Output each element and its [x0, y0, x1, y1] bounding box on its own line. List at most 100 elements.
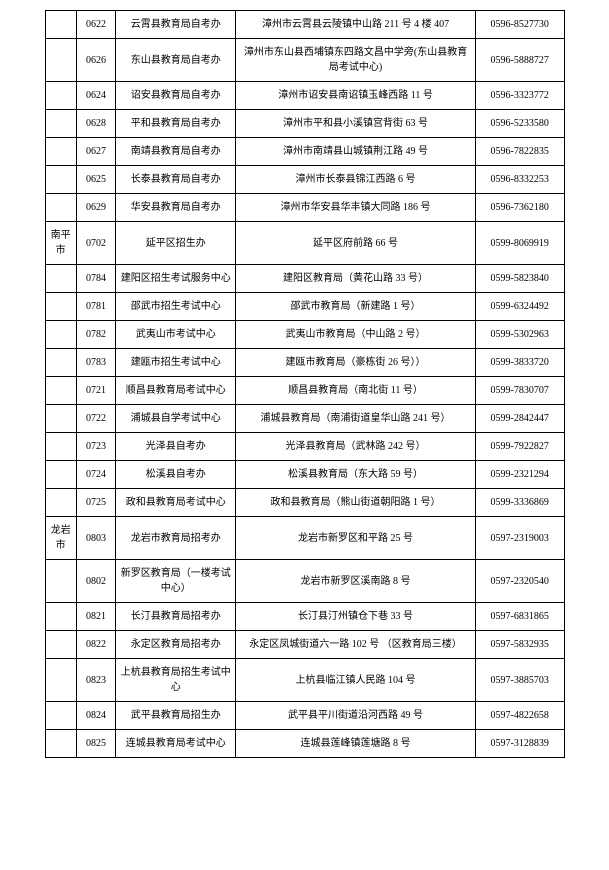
phone-cell: 0597-6831865 [475, 603, 564, 631]
code-cell: 0825 [76, 730, 116, 758]
address-cell: 顺昌县教育局（南北街 11 号） [236, 377, 476, 405]
table-row: 0626东山县教育局自考办漳州市东山县西埔镇东四路文昌中学旁(东山县教育局考试中… [45, 39, 564, 82]
phone-cell: 0599-5823840 [475, 265, 564, 293]
phone-cell: 0599-8069919 [475, 222, 564, 265]
code-cell: 0625 [76, 166, 116, 194]
office-cell: 政和县教育局考试中心 [116, 489, 236, 517]
city-cell [45, 560, 76, 603]
phone-cell: 0597-5832935 [475, 631, 564, 659]
code-cell: 0723 [76, 433, 116, 461]
phone-cell: 0599-6324492 [475, 293, 564, 321]
code-cell: 0784 [76, 265, 116, 293]
city-cell [45, 702, 76, 730]
address-cell: 武平县平川街道沿河西路 49 号 [236, 702, 476, 730]
code-cell: 0626 [76, 39, 116, 82]
code-cell: 0702 [76, 222, 116, 265]
phone-cell: 0597-2320540 [475, 560, 564, 603]
address-cell: 政和县教育局（熊山街道朝阳路 1 号） [236, 489, 476, 517]
code-cell: 0721 [76, 377, 116, 405]
table-row: 0725政和县教育局考试中心政和县教育局（熊山街道朝阳路 1 号）0599-33… [45, 489, 564, 517]
table-row: 0822永定区教育局招考办永定区凤城街道六一路 102 号 （区教育局三楼）05… [45, 631, 564, 659]
phone-cell: 0599-2842447 [475, 405, 564, 433]
table-row: 0821长汀县教育局招考办长汀县汀州镇仓下巷 33 号0597-6831865 [45, 603, 564, 631]
code-cell: 0725 [76, 489, 116, 517]
office-cell: 武夷山市考试中心 [116, 321, 236, 349]
city-cell [45, 461, 76, 489]
address-cell: 光泽县教育局（武林路 242 号） [236, 433, 476, 461]
address-cell: 漳州市长泰县锦江西路 6 号 [236, 166, 476, 194]
office-cell: 新罗区教育局（一楼考试中心） [116, 560, 236, 603]
phone-cell: 0599-2321294 [475, 461, 564, 489]
office-cell: 龙岩市教育局招考办 [116, 517, 236, 560]
phone-cell: 0599-7830707 [475, 377, 564, 405]
table-row: 0622云霄县教育局自考办漳州市云霄县云陵镇中山路 211 号 4 楼 4070… [45, 11, 564, 39]
phone-cell: 0597-2319003 [475, 517, 564, 560]
code-cell: 0823 [76, 659, 116, 702]
office-cell: 长汀县教育局招考办 [116, 603, 236, 631]
code-cell: 0622 [76, 11, 116, 39]
address-cell: 漳州市华安县华丰镇大同路 186 号 [236, 194, 476, 222]
table-row: 0629华安县教育局自考办漳州市华安县华丰镇大同路 186 号0596-7362… [45, 194, 564, 222]
address-cell: 漳州市平和县小溪镇宫背街 63 号 [236, 110, 476, 138]
address-cell: 龙岩市新罗区溪南路 8 号 [236, 560, 476, 603]
phone-cell: 0597-4822658 [475, 702, 564, 730]
office-cell: 连城县教育局考试中心 [116, 730, 236, 758]
city-cell: 龙岩市 [45, 517, 76, 560]
office-cell: 光泽县自考办 [116, 433, 236, 461]
phone-cell: 0599-7922827 [475, 433, 564, 461]
table-row: 0782武夷山市考试中心武夷山市教育局（中山路 2 号）0599-5302963 [45, 321, 564, 349]
city-cell [45, 433, 76, 461]
address-cell: 建瓯市教育局（豪栋街 26 号）） [236, 349, 476, 377]
phone-cell: 0596-5233580 [475, 110, 564, 138]
address-cell: 漳州市南靖县山城镇荆江路 49 号 [236, 138, 476, 166]
city-cell [45, 293, 76, 321]
city-cell [45, 39, 76, 82]
table-row: 0824武平县教育局招生办武平县平川街道沿河西路 49 号0597-482265… [45, 702, 564, 730]
city-cell [45, 659, 76, 702]
table-row: 0624诏安县教育局自考办漳州市诏安县南诏镇玉峰西路 11 号0596-3323… [45, 82, 564, 110]
city-cell: 南平市 [45, 222, 76, 265]
office-cell: 上杭县教育局招生考试中心 [116, 659, 236, 702]
address-cell: 永定区凤城街道六一路 102 号 （区教育局三楼） [236, 631, 476, 659]
office-cell: 建阳区招生考试服务中心 [116, 265, 236, 293]
city-cell [45, 377, 76, 405]
address-cell: 长汀县汀州镇仓下巷 33 号 [236, 603, 476, 631]
office-cell: 顺昌县教育局考试中心 [116, 377, 236, 405]
city-cell [45, 321, 76, 349]
city-cell [45, 194, 76, 222]
city-cell [45, 603, 76, 631]
code-cell: 0783 [76, 349, 116, 377]
office-cell: 邵武市招生考试中心 [116, 293, 236, 321]
city-cell [45, 11, 76, 39]
office-cell: 武平县教育局招生办 [116, 702, 236, 730]
address-cell: 邵武市教育局（新建路 1 号） [236, 293, 476, 321]
table-row: 0721顺昌县教育局考试中心顺昌县教育局（南北街 11 号）0599-78307… [45, 377, 564, 405]
code-cell: 0629 [76, 194, 116, 222]
table-row: 0783建瓯市招生考试中心建瓯市教育局（豪栋街 26 号））0599-38337… [45, 349, 564, 377]
table-row: 0722浦城县自学考试中心浦城县教育局（南浦街道皇华山路 241 号）0599-… [45, 405, 564, 433]
address-cell: 浦城县教育局（南浦街道皇华山路 241 号） [236, 405, 476, 433]
table-row: 0628平和县教育局自考办漳州市平和县小溪镇宫背街 63 号0596-52335… [45, 110, 564, 138]
code-cell: 0628 [76, 110, 116, 138]
city-cell [45, 489, 76, 517]
city-cell [45, 349, 76, 377]
city-cell [45, 110, 76, 138]
address-cell: 武夷山市教育局（中山路 2 号） [236, 321, 476, 349]
phone-cell: 0596-5888727 [475, 39, 564, 82]
code-cell: 0802 [76, 560, 116, 603]
code-cell: 0624 [76, 82, 116, 110]
address-cell: 连城县莲峰镇莲塘路 8 号 [236, 730, 476, 758]
code-cell: 0627 [76, 138, 116, 166]
code-cell: 0803 [76, 517, 116, 560]
table-row: 0784建阳区招生考试服务中心建阳区教育局（黄花山路 33 号）0599-582… [45, 265, 564, 293]
code-cell: 0724 [76, 461, 116, 489]
address-cell: 漳州市云霄县云陵镇中山路 211 号 4 楼 407 [236, 11, 476, 39]
table-row: 0781邵武市招生考试中心邵武市教育局（新建路 1 号）0599-6324492 [45, 293, 564, 321]
phone-cell: 0596-7362180 [475, 194, 564, 222]
table-row: 0825连城县教育局考试中心连城县莲峰镇莲塘路 8 号0597-3128839 [45, 730, 564, 758]
city-cell [45, 82, 76, 110]
city-cell [45, 166, 76, 194]
city-cell [45, 265, 76, 293]
contact-table: 0622云霄县教育局自考办漳州市云霄县云陵镇中山路 211 号 4 楼 4070… [45, 10, 565, 758]
phone-cell: 0597-3128839 [475, 730, 564, 758]
